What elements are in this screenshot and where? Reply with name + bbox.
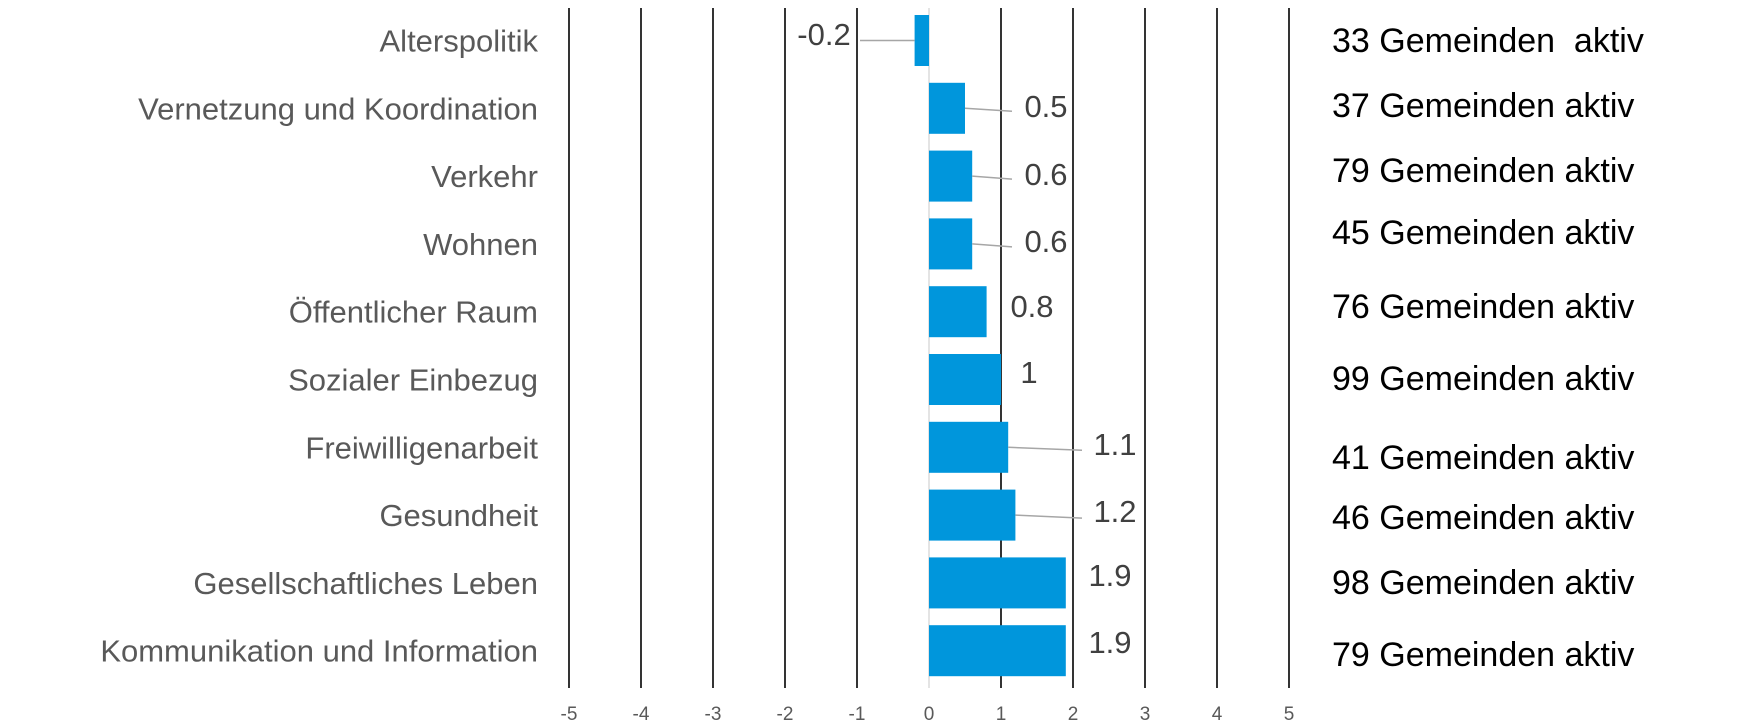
value-label: 0.6: [1024, 224, 1067, 259]
value-label: 1.2: [1093, 494, 1136, 529]
annotation-label: 76 Gemeinden aktiv: [1332, 288, 1634, 326]
annotation-label: 46 Gemeinden aktiv: [1332, 499, 1634, 537]
value-label: 0.5: [1024, 89, 1067, 124]
leader-line: [972, 175, 1013, 180]
category-label: Wohnen: [423, 227, 538, 262]
value-label: -0.2: [797, 17, 850, 52]
x-tick-label: 5: [1284, 704, 1295, 725]
leader-line: [972, 243, 1013, 248]
value-label: 1.9: [1088, 625, 1131, 660]
bar: [929, 354, 1001, 405]
x-tick-label: -2: [777, 704, 794, 725]
annotation-labels: 33 Gemeinden aktiv 37 Gemeinden aktiv 79 G…: [1332, 22, 1644, 674]
value-label: 1: [1020, 355, 1037, 390]
x-tick-label: 3: [1140, 704, 1151, 725]
bar: [929, 489, 1016, 541]
bar: [929, 82, 965, 134]
bar: [929, 421, 1009, 473]
x-tick-label: -1: [849, 704, 866, 725]
value-labels: -0.2 0.5 0.6 0.6 0.8 1 1.1 1.2 1.9 1.9: [797, 17, 1136, 660]
bar: [929, 557, 1066, 609]
grid-lines: [568, 8, 1290, 688]
x-tick-label: 4: [1212, 704, 1223, 725]
annotation-label: 45 Gemeinden aktiv: [1332, 214, 1634, 252]
x-tick-label: -4: [633, 704, 650, 725]
annotation-label: 79 Gemeinden aktiv: [1332, 636, 1634, 674]
annotation-label: 98 Gemeinden aktiv: [1332, 564, 1634, 602]
value-label: 0.6: [1024, 157, 1067, 192]
value-label: 1.1: [1093, 427, 1136, 462]
category-label: Gesellschaftliches Leben: [193, 566, 538, 601]
bar: [929, 150, 973, 202]
annotation-label: 79 Gemeinden aktiv: [1332, 152, 1634, 190]
bar: [929, 218, 973, 270]
category-label: Freiwilligenarbeit: [305, 430, 538, 465]
leader-lines: [860, 39, 1083, 519]
annotation-label: 99 Gemeinden aktiv: [1332, 360, 1634, 398]
x-tick-label: 1: [996, 704, 1007, 725]
x-tick-labels: -5 -4 -3 -2 -1 0 1 2 3 4 5: [561, 704, 1295, 725]
leader-line: [964, 107, 1013, 113]
category-label: Öffentlicher Raum: [289, 295, 538, 330]
category-labels: Alterspolitik Vernetzung und Koordination…: [100, 24, 538, 669]
category-label: Kommunikation und Information: [100, 634, 538, 669]
bar: [929, 286, 987, 338]
annotation-label: 37 Gemeinden aktiv: [1332, 87, 1634, 125]
leader-line: [1015, 514, 1083, 519]
x-tick-label: 2: [1068, 704, 1079, 725]
x-tick-label: 0: [924, 704, 935, 725]
value-label: 0.8: [1010, 289, 1053, 324]
value-label: 1.9: [1088, 558, 1131, 593]
category-label: Vernetzung und Koordination: [138, 91, 538, 126]
x-tick-label: -5: [561, 704, 578, 725]
annotation-label: 33 Gemeinden aktiv: [1332, 22, 1644, 60]
x-tick-label: -3: [705, 704, 722, 725]
category-label: Gesundheit: [379, 498, 538, 533]
bar: [914, 15, 929, 66]
annotation-label: 41 Gemeinden aktiv: [1332, 439, 1634, 477]
category-label: Verkehr: [431, 159, 538, 194]
bar: [929, 625, 1066, 677]
bars: [914, 15, 1066, 677]
leader-line: [1008, 446, 1083, 452]
category-label: Alterspolitik: [380, 24, 539, 59]
category-label: Sozialer Einbezug: [288, 363, 538, 398]
